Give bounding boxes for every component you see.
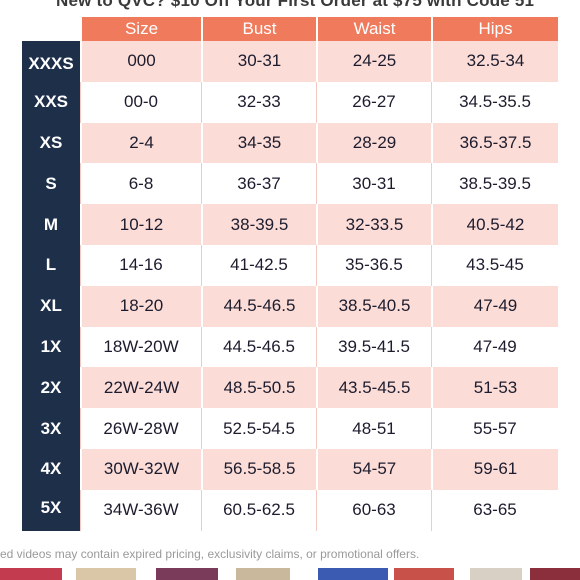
size-label: 3X bbox=[22, 408, 80, 449]
size-value: 6-8 bbox=[80, 163, 201, 205]
table-row: 1X 18W-20W 44.5-46.5 39.5-41.5 47-49 bbox=[22, 326, 558, 368]
hips-value: 43.5-45 bbox=[431, 244, 558, 286]
header-row: Size Bust Waist Hips bbox=[22, 17, 558, 41]
bust-value: 38-39.5 bbox=[201, 204, 316, 245]
table-row: XXXS 000 30-31 24-25 32.5-34 bbox=[22, 41, 558, 82]
header-waist: Waist bbox=[316, 17, 431, 41]
size-value: 18-20 bbox=[80, 285, 201, 327]
bust-value: 36-37 bbox=[201, 163, 316, 205]
waist-value: 60-63 bbox=[316, 489, 431, 531]
hips-value: 36.5-37.5 bbox=[431, 122, 558, 164]
size-value: 14-16 bbox=[80, 244, 201, 286]
size-value: 34W-36W bbox=[80, 489, 201, 531]
size-value: 2-4 bbox=[80, 122, 201, 164]
thumbnail[interactable] bbox=[318, 568, 388, 580]
hips-value: 32.5-34 bbox=[431, 41, 558, 82]
bust-value: 34-35 bbox=[201, 122, 316, 164]
waist-value: 30-31 bbox=[316, 163, 431, 205]
size-label: M bbox=[22, 204, 80, 245]
hips-value: 40.5-42 bbox=[431, 204, 558, 245]
bust-value: 60.5-62.5 bbox=[201, 489, 316, 531]
hips-value: 47-49 bbox=[431, 285, 558, 327]
waist-value: 26-27 bbox=[316, 81, 431, 123]
size-value: 00-0 bbox=[80, 81, 201, 123]
size-label: 4X bbox=[22, 448, 80, 490]
thumbnail[interactable] bbox=[156, 568, 218, 580]
waist-value: 28-29 bbox=[316, 122, 431, 164]
size-label: 5X bbox=[22, 489, 80, 531]
header-bust: Bust bbox=[201, 17, 316, 41]
size-label: XS bbox=[22, 122, 80, 164]
size-label: XXXS bbox=[22, 41, 80, 82]
size-value: 000 bbox=[80, 41, 201, 82]
thumbnail[interactable] bbox=[470, 568, 522, 580]
header-corner bbox=[22, 17, 80, 41]
table-row: XS 2-4 34-35 28-29 36.5-37.5 bbox=[22, 122, 558, 164]
table-row: 2X 22W-24W 48.5-50.5 43.5-45.5 51-53 bbox=[22, 367, 558, 409]
size-value: 18W-20W bbox=[80, 326, 201, 368]
table-row: XXS 00-0 32-33 26-27 34.5-35.5 bbox=[22, 81, 558, 123]
bust-value: 44.5-46.5 bbox=[201, 285, 316, 327]
table-row: 5X 34W-36W 60.5-62.5 60-63 63-65 bbox=[22, 489, 558, 531]
waist-value: 35-36.5 bbox=[316, 244, 431, 286]
table-row: 3X 26W-28W 52.5-54.5 48-51 55-57 bbox=[22, 408, 558, 449]
waist-value: 54-57 bbox=[316, 448, 431, 490]
thumbnail[interactable] bbox=[0, 568, 62, 580]
promo-banner: New to QVC? $10 Off Your First Order at … bbox=[56, 0, 535, 10]
bust-value: 32-33 bbox=[201, 81, 316, 123]
hips-value: 38.5-39.5 bbox=[431, 163, 558, 205]
header-size: Size bbox=[80, 17, 201, 41]
waist-value: 38.5-40.5 bbox=[316, 285, 431, 327]
size-chart: Size Bust Waist Hips XXXS 000 30-31 24-25 32… bbox=[22, 17, 558, 535]
size-value: 10-12 bbox=[80, 204, 201, 245]
size-label: 2X bbox=[22, 367, 80, 409]
hips-value: 59-61 bbox=[431, 448, 558, 490]
thumbnail[interactable] bbox=[236, 568, 290, 580]
disclaimer-text: ed videos may contain expired pricing, e… bbox=[0, 547, 420, 561]
hips-value: 63-65 bbox=[431, 489, 558, 531]
size-table: Size Bust Waist Hips XXXS 000 30-31 24-25 32… bbox=[22, 17, 558, 531]
bust-value: 56.5-58.5 bbox=[201, 448, 316, 490]
thumbnail-strip bbox=[0, 568, 580, 580]
bust-value: 30-31 bbox=[201, 41, 316, 82]
size-label: S bbox=[22, 163, 80, 205]
size-value: 22W-24W bbox=[80, 367, 201, 409]
hips-value: 51-53 bbox=[431, 367, 558, 409]
waist-value: 24-25 bbox=[316, 41, 431, 82]
waist-value: 48-51 bbox=[316, 408, 431, 449]
table-row: M 10-12 38-39.5 32-33.5 40.5-42 bbox=[22, 204, 558, 245]
table-row: S 6-8 36-37 30-31 38.5-39.5 bbox=[22, 163, 558, 205]
header-hips: Hips bbox=[431, 17, 558, 41]
size-value: 26W-28W bbox=[80, 408, 201, 449]
size-label: XL bbox=[22, 285, 80, 327]
thumbnail[interactable] bbox=[394, 568, 454, 580]
waist-value: 43.5-45.5 bbox=[316, 367, 431, 409]
waist-value: 39.5-41.5 bbox=[316, 326, 431, 368]
bust-value: 41-42.5 bbox=[201, 244, 316, 286]
size-label: L bbox=[22, 244, 80, 286]
table-row: L 14-16 41-42.5 35-36.5 43.5-45 bbox=[22, 244, 558, 286]
bust-value: 52.5-54.5 bbox=[201, 408, 316, 449]
bust-value: 48.5-50.5 bbox=[201, 367, 316, 409]
hips-value: 55-57 bbox=[431, 408, 558, 449]
table-row: 4X 30W-32W 56.5-58.5 54-57 59-61 bbox=[22, 448, 558, 490]
size-label: XXS bbox=[22, 81, 80, 123]
thumbnail[interactable] bbox=[76, 568, 136, 580]
size-label: 1X bbox=[22, 326, 80, 368]
bust-value: 44.5-46.5 bbox=[201, 326, 316, 368]
waist-value: 32-33.5 bbox=[316, 204, 431, 245]
hips-value: 34.5-35.5 bbox=[431, 81, 558, 123]
hips-value: 47-49 bbox=[431, 326, 558, 368]
thumbnail[interactable] bbox=[530, 568, 580, 580]
size-value: 30W-32W bbox=[80, 448, 201, 490]
table-row: XL 18-20 44.5-46.5 38.5-40.5 47-49 bbox=[22, 285, 558, 327]
